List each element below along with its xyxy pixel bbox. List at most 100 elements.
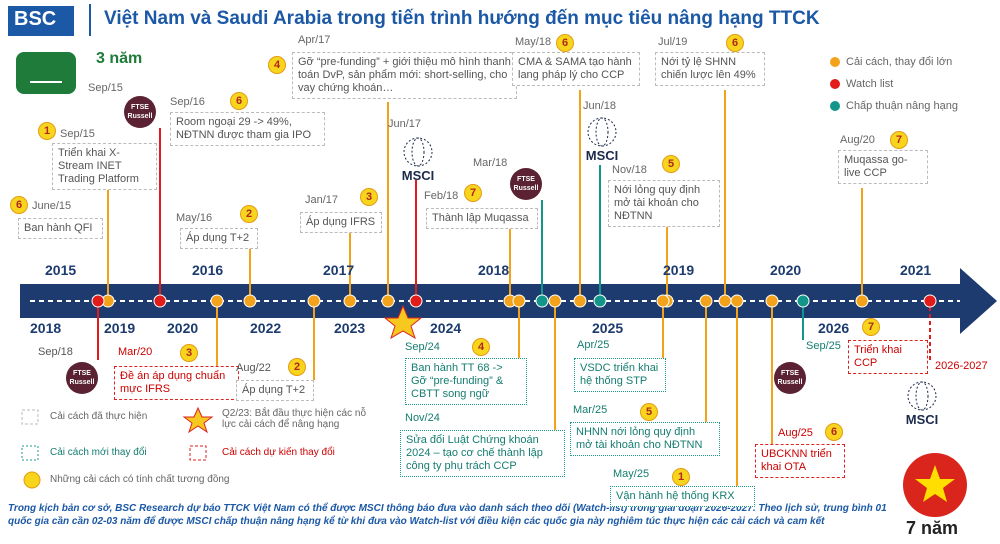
legend-swatch <box>21 409 39 425</box>
legend-label: Những cải cách có tính chất tương đồng <box>50 474 230 485</box>
timeline-dot <box>718 294 732 308</box>
legend-label: Watch list <box>846 78 894 90</box>
event-date: 2026-2027 <box>935 360 988 372</box>
msci-label: MSCI <box>905 412 939 427</box>
msci-label: MSCI <box>401 168 435 183</box>
timeline-dot <box>381 294 395 308</box>
event-box: Ban hành TT 68 -> Gỡ “pre-funding” & CBT… <box>405 358 527 405</box>
event-badge: 6 <box>230 92 248 110</box>
year-label: 2023 <box>334 320 366 336</box>
event-badge: 7 <box>890 131 908 149</box>
year-label: 2015 <box>45 262 77 278</box>
saudi-duration: 3 năm <box>96 50 143 67</box>
event-date: Jun/17 <box>388 118 422 130</box>
event-date: Jun/18 <box>583 100 617 112</box>
legend-label: Cải cách, thay đổi lớn <box>846 56 953 68</box>
event-date: Nov/24 <box>405 412 440 424</box>
event-date: Sep/15 <box>60 128 95 140</box>
ftse-icon: FTSE Russell <box>510 168 542 200</box>
year-label: 2019 <box>663 262 695 278</box>
event-badge: 7 <box>862 318 880 336</box>
event-box: Muqassa go-live CCP <box>838 150 928 184</box>
event-badge: 3 <box>180 344 198 362</box>
year-label: 2019 <box>104 320 136 336</box>
msci-globe <box>595 117 609 147</box>
event-badge: 6 <box>825 423 843 441</box>
year-label: 2024 <box>430 320 462 336</box>
event-date: Apr/25 <box>577 339 610 351</box>
event-date: Sep/24 <box>405 341 440 353</box>
logo-bg <box>8 6 74 36</box>
year-label: 2026 <box>818 320 850 336</box>
event-box: Gỡ “pre-funding” + giới thiệu mô hình th… <box>292 52 517 99</box>
event-date: May/16 <box>176 212 213 224</box>
event-badge: 2 <box>288 358 306 376</box>
event-box: CMA & SAMA tạo hành lang pháp lý cho CCP <box>512 52 640 86</box>
msci-globe <box>403 137 433 167</box>
title: Việt Nam và Saudi Arabia trong tiến trìn… <box>104 8 820 29</box>
event-box: VSDC triển khai hệ thống STP <box>574 358 666 392</box>
year-label: 2020 <box>770 262 802 278</box>
timeline-dot <box>153 294 167 308</box>
event-badge: 3 <box>360 188 378 206</box>
event-badge: 5 <box>640 403 658 421</box>
timeline-dot <box>91 294 105 308</box>
timeline-dot <box>593 294 607 308</box>
event-badge: 1 <box>38 122 56 140</box>
year-label: 2018 <box>30 320 62 336</box>
timeline-dot <box>765 294 779 308</box>
legend-label: Q2/23: Bắt đầu thực hiện các nỗ lực cải … <box>222 408 367 430</box>
event-badge: 5 <box>662 155 680 173</box>
timeline-dot <box>855 294 869 308</box>
event-box: Sửa đổi Luật Chứng khoán 2024 – tạo cơ c… <box>400 430 565 477</box>
year-label: 2016 <box>192 262 224 278</box>
legend-dot <box>830 79 840 89</box>
year-label: 2025 <box>592 320 624 336</box>
timeline-dot <box>548 294 562 308</box>
timeline-dot <box>535 294 549 308</box>
msci-label: MSCI <box>585 148 619 163</box>
timeline-dot <box>699 294 713 308</box>
legend-swatch <box>21 445 39 461</box>
event-badge: 6 <box>10 196 28 214</box>
event-box: Triển khai X-Stream INET Trading Platfor… <box>52 143 157 190</box>
event-date: Mar/18 <box>473 157 508 169</box>
event-box: Nới tỷ lệ SHNN chiến lược lên 49% <box>655 52 765 86</box>
event-box: Triển khai CCP <box>848 340 928 374</box>
timeline-dot <box>512 294 526 308</box>
event-badge: 7 <box>464 184 482 202</box>
msci-globe <box>411 137 425 167</box>
event-date: Mar/25 <box>573 404 608 416</box>
msci-globe <box>587 117 617 147</box>
legend-label: Cải cách đã thực hiện <box>50 411 148 422</box>
event-date: Jan/17 <box>305 194 339 206</box>
legend-star <box>182 406 214 434</box>
event-box: Room ngoại 29 -> 49%, NĐTNN được tham gi… <box>170 112 325 146</box>
timeline-dot <box>923 294 937 308</box>
event-box: Áp dụng T+2 <box>236 380 314 401</box>
year-label: 2020 <box>167 320 199 336</box>
event-box: Đề án áp dụng chuẩn mực IFRS <box>114 366 239 400</box>
timeline-dot <box>210 294 224 308</box>
event-date: Mar/20 <box>118 346 153 358</box>
year-label: 2018 <box>478 262 510 278</box>
legend-swatch <box>189 445 207 461</box>
event-date: Jul/19 <box>658 36 688 48</box>
event-box: Áp dụng IFRS <box>300 212 382 233</box>
flag-star <box>915 465 955 502</box>
event-badge: 6 <box>726 34 744 52</box>
event-box: Áp dụng T+2 <box>180 228 258 249</box>
legend-badge <box>23 471 41 489</box>
event-box: Vận hành hệ thống KRX <box>610 486 755 507</box>
ftse-icon: FTSE Russell <box>124 96 156 128</box>
timeline-dot <box>573 294 587 308</box>
event-badge: 4 <box>268 56 286 74</box>
msci-globe <box>907 381 937 411</box>
timeline-dot <box>343 294 357 308</box>
event-date: Aug/22 <box>236 362 271 374</box>
legend-label: Cải cách dự kiến thay đổi <box>222 447 335 458</box>
msci-globe <box>915 381 929 411</box>
year-label: 2017 <box>323 262 355 278</box>
event-date: May/18 <box>515 36 552 48</box>
